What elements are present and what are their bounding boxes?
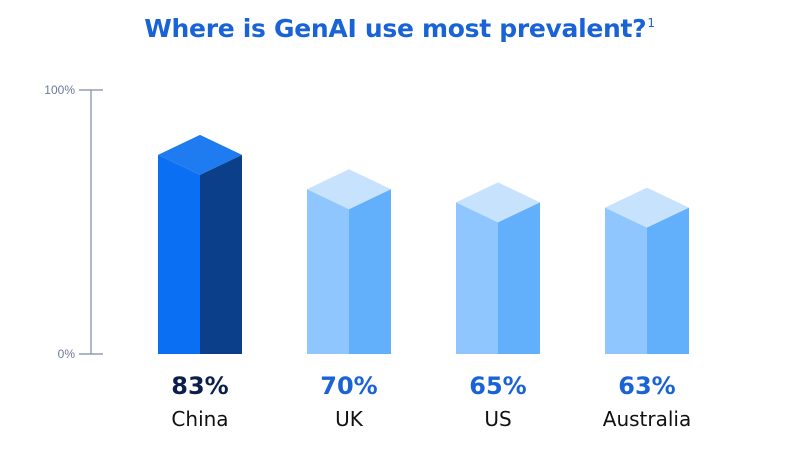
y-tick-label: 100% xyxy=(44,83,75,97)
bar-value-label: 83% xyxy=(171,372,228,400)
bar-value-label: 70% xyxy=(320,372,377,400)
bar-side-face xyxy=(200,154,242,354)
chart-title-text: Where is GenAI use most prevalent? xyxy=(144,14,647,43)
bar-category-label: UK xyxy=(335,407,364,431)
bar-side-face xyxy=(498,202,540,354)
bar-category-label: China xyxy=(171,407,228,431)
bar-value-label: 65% xyxy=(469,372,526,400)
title-footnote-marker: 1 xyxy=(647,16,655,30)
chart-title: Where is GenAI use most prevalent?1 xyxy=(0,14,799,43)
bar-side-face xyxy=(647,207,689,354)
bar-front-face xyxy=(158,154,200,354)
bar-front-face xyxy=(307,189,349,354)
bar-category-label: Australia xyxy=(603,407,691,431)
bar-value-label: 63% xyxy=(618,372,675,400)
bar-front-face xyxy=(456,202,498,354)
bar-side-face xyxy=(349,189,391,354)
bar-front-face xyxy=(605,207,647,354)
y-tick-label: 0% xyxy=(58,347,76,361)
bar-category-label: US xyxy=(484,407,511,431)
